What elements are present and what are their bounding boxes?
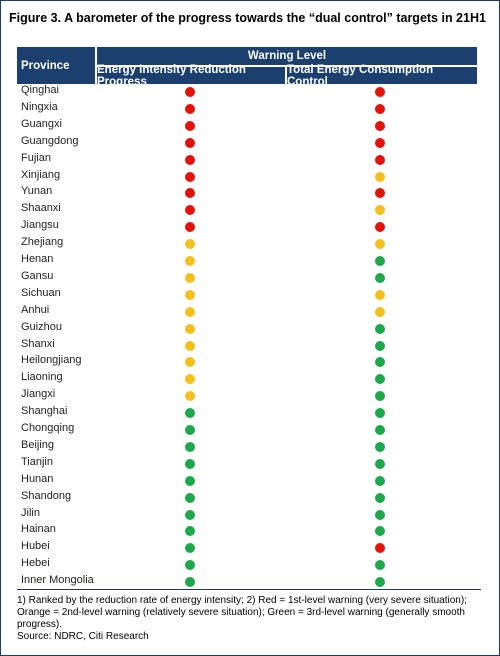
province-name: Sichuan — [21, 286, 61, 299]
warning-dot — [185, 560, 195, 571]
column-header: Energy Intensity Reduction Progress — [97, 64, 285, 88]
divider — [17, 589, 481, 590]
footnote: 1) Ranked by the reduction rate of energ… — [17, 595, 467, 630]
warning-dot — [185, 171, 195, 182]
warning-dot — [185, 577, 195, 588]
warning-dot — [185, 188, 195, 199]
province-name: Liaoning — [21, 371, 63, 384]
warning-dot — [375, 509, 385, 520]
province-name: Anhui — [21, 303, 50, 316]
province-name: Heilongjiang — [21, 354, 82, 367]
warning-dot — [185, 306, 195, 317]
warning-dot — [375, 441, 385, 452]
province-name: Inner Mongolia — [21, 574, 94, 587]
warning-dot — [185, 543, 195, 554]
warning-dot — [185, 222, 195, 233]
province-name: Henan — [21, 253, 54, 265]
warning-dot — [375, 391, 385, 402]
warning-dot — [375, 492, 385, 503]
province-name: Beijing — [21, 438, 55, 451]
warning-dot — [185, 458, 195, 469]
province-name: Shaanxi — [21, 202, 61, 215]
warning-dot — [375, 137, 385, 148]
province-name: Guangxi — [21, 117, 62, 130]
province-name: Zhejiang — [21, 236, 64, 249]
warning-dot — [185, 408, 195, 419]
warning-dot — [185, 154, 195, 165]
warning-dot — [185, 340, 195, 351]
warning-dot — [375, 154, 385, 165]
province-name: Chongqing — [21, 422, 75, 434]
province-name: Xinjiang — [21, 168, 61, 181]
warning-dot — [375, 171, 385, 182]
province-name: Gansu — [21, 269, 54, 282]
warning-dot — [375, 374, 385, 385]
warning-dot — [375, 560, 385, 571]
warning-dot — [375, 272, 385, 283]
warning-dot — [375, 340, 385, 351]
province-name: Hebei — [21, 557, 50, 570]
warning-dot — [375, 239, 385, 250]
warning-dot — [185, 391, 195, 402]
warning-dot — [185, 120, 195, 131]
warning-dot — [375, 306, 385, 317]
warning-dot — [375, 205, 385, 216]
province-name: Yunan — [21, 185, 53, 198]
warning-dot — [375, 323, 385, 334]
warning-dot — [375, 103, 385, 114]
province-name: Hunan — [21, 472, 54, 485]
province-name: Jilin — [21, 506, 40, 519]
warning-dot — [185, 272, 195, 283]
province-name: Shanxi — [21, 337, 55, 350]
province-name: Shanghai — [21, 405, 68, 418]
warning-dot — [375, 408, 385, 419]
source: Source: NDRC, Citi Research — [17, 631, 149, 642]
province-name: Hainan — [21, 523, 56, 536]
warning-dot — [185, 425, 195, 435]
warning-dot — [185, 205, 195, 216]
province-name: Guizhou — [21, 320, 62, 333]
province-name: Hubei — [21, 540, 50, 553]
warning-dot — [185, 492, 195, 503]
warning-dot — [375, 425, 385, 435]
warning-dot — [185, 475, 195, 486]
warning-dot — [185, 103, 195, 114]
warning-dot — [375, 188, 385, 199]
province-name: Qinghai — [21, 84, 59, 96]
province-name: Guangdong — [21, 134, 79, 147]
warning-dot — [375, 289, 385, 300]
warning-dot — [375, 222, 385, 233]
warning-dot — [185, 374, 195, 385]
warning-dot — [375, 526, 385, 537]
province-header: Province — [17, 47, 95, 84]
warning-dot — [185, 357, 195, 368]
province-name: Jiangsu — [21, 219, 59, 232]
warning-dot — [375, 256, 385, 266]
warning-dot — [375, 120, 385, 131]
warning-dot — [185, 87, 195, 97]
province-name: Jiangxi — [21, 388, 56, 401]
warning-dot — [375, 357, 385, 368]
province-name: Tianjin — [21, 455, 53, 468]
column-header: Total Energy Consumption Control — [287, 64, 477, 88]
warning-dot — [375, 87, 385, 97]
warning-dot — [375, 543, 385, 554]
warning-dot — [185, 256, 195, 266]
warning-dot — [185, 137, 195, 148]
title: Figure 3. A barometer of the progress to… — [9, 11, 486, 25]
warning-dot — [185, 289, 195, 300]
warning-dot — [185, 441, 195, 452]
warning-dot — [185, 239, 195, 250]
group-header: Warning Level — [97, 47, 477, 65]
warning-dot — [185, 509, 195, 520]
warning-dot — [375, 577, 385, 588]
province-name: Fujian — [21, 151, 51, 164]
province-name: Shandong — [21, 489, 72, 502]
warning-dot — [375, 458, 385, 469]
warning-dot — [375, 475, 385, 486]
warning-dot — [185, 323, 195, 334]
warning-dot — [185, 526, 195, 537]
province-name: Ningxia — [21, 100, 58, 113]
